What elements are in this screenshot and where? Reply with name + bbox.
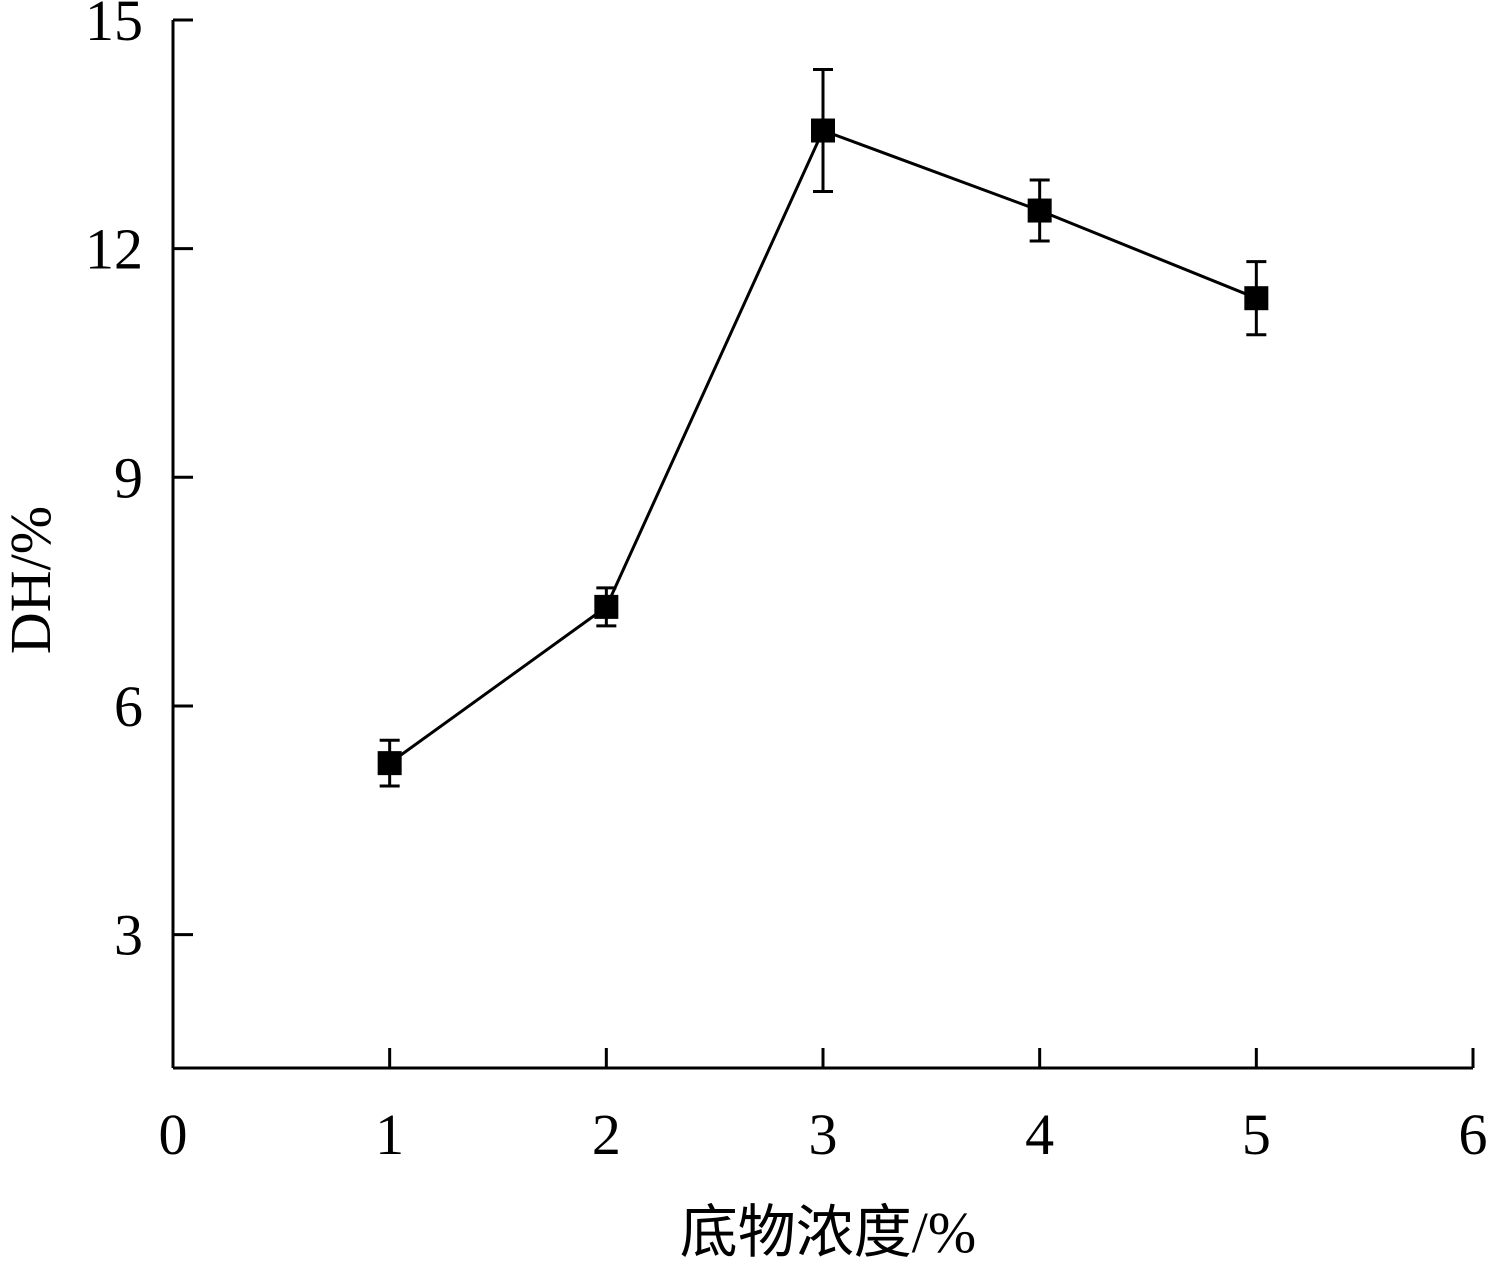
data-point-marker — [811, 118, 835, 143]
x-tick-label: 0 — [159, 1102, 188, 1167]
y-tick-label: 12 — [85, 217, 143, 282]
y-tick-label: 9 — [114, 445, 143, 510]
x-ticks: 0 1 2 3 4 5 6 — [159, 1048, 1488, 1167]
y-tick-label: 6 — [114, 674, 143, 739]
series-group — [377, 68, 1269, 788]
x-tick-label: 3 — [809, 1102, 838, 1167]
data-point-marker — [1027, 198, 1052, 223]
data-point-marker — [594, 594, 619, 619]
x-tick-label: 2 — [592, 1102, 621, 1167]
data-point-marker — [377, 751, 402, 776]
x-tick-label: 6 — [1459, 1102, 1488, 1167]
y-ticks: 3 6 9 12 15 — [85, 0, 193, 968]
x-tick-label: 1 — [375, 1102, 404, 1167]
y-axis-title: DH/% — [0, 506, 63, 654]
y-tick-label: 15 — [85, 0, 143, 53]
x-axis-title: 底物浓度/% — [680, 1200, 976, 1261]
y-tick-label: 3 — [114, 903, 143, 968]
series-line — [388, 128, 1257, 765]
x-tick-label: 5 — [1242, 1102, 1271, 1167]
x-tick-label: 4 — [1025, 1102, 1054, 1167]
data-point-marker — [1244, 286, 1269, 311]
